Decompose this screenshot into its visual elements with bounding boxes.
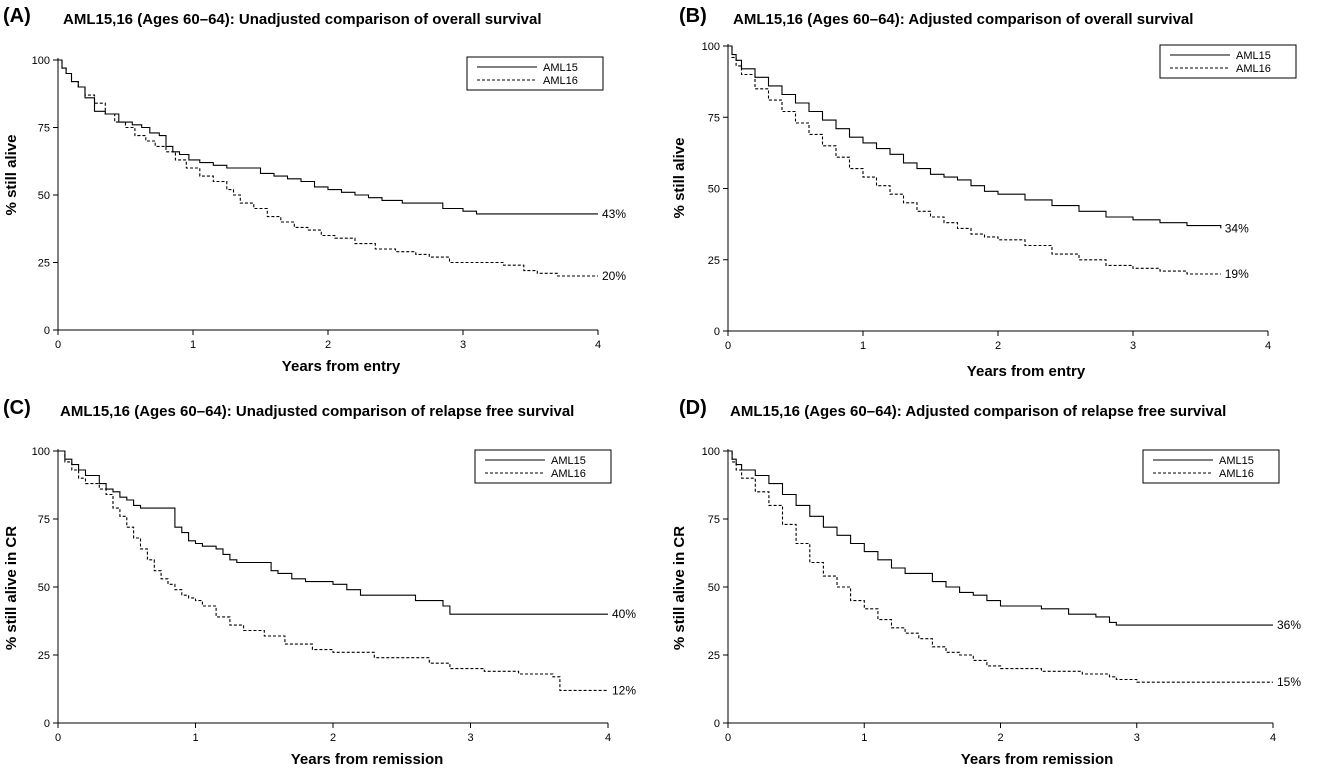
- y-tick-label: 25: [38, 650, 50, 662]
- panel-letter: (B): [679, 5, 707, 27]
- end-value-label: 15%: [1277, 675, 1301, 689]
- panel-letter: (A): [3, 5, 31, 27]
- y-tick-label: 100: [32, 446, 50, 458]
- y-tick-label: 25: [708, 650, 720, 662]
- x-tick-label: 4: [1270, 732, 1276, 744]
- panel-letter: (C): [3, 397, 31, 419]
- y-axis-label: % still alive in CR: [671, 526, 688, 650]
- x-tick-label: 2: [330, 732, 336, 744]
- chart-panel-2: (B) AML15,16 (Ages 60–64): Adjusted compa…: [671, 5, 1297, 380]
- x-tick-label: 0: [55, 339, 61, 351]
- y-tick-label: 50: [38, 190, 50, 202]
- legend-entry: AML15: [1219, 455, 1254, 467]
- series-line-aml16: [58, 450, 608, 691]
- y-axis-label: % still alive: [3, 135, 20, 216]
- legend-entry: AML16: [543, 75, 578, 87]
- x-tick-label: 0: [725, 340, 731, 352]
- y-tick-label: 0: [44, 325, 50, 337]
- legend-entry: AML15: [1236, 50, 1271, 62]
- y-tick-label: 100: [702, 446, 720, 458]
- series-line-aml15: [728, 450, 1273, 626]
- y-tick-label: 75: [38, 123, 50, 135]
- legend-entry: AML16: [1219, 468, 1254, 480]
- y-tick-label: 0: [44, 718, 50, 730]
- series-line-aml16: [728, 450, 1273, 683]
- x-axis-label: Years from entry: [967, 363, 1086, 380]
- end-value-label: 19%: [1225, 267, 1249, 281]
- end-value-label: 40%: [612, 607, 636, 621]
- series-line-aml15: [58, 450, 608, 615]
- x-tick-label: 3: [460, 339, 466, 351]
- y-tick-label: 50: [708, 582, 720, 594]
- chart-panel-3: (C) AML15,16 (Ages 60–64): Unadjusted com…: [3, 397, 636, 768]
- legend-entry: AML16: [551, 468, 586, 480]
- x-tick-label: 4: [605, 732, 611, 744]
- legend-entry: AML15: [551, 455, 586, 467]
- y-tick-label: 75: [708, 514, 720, 526]
- legend-box: [1142, 449, 1280, 484]
- chart-title: AML15,16 (Ages 60–64): Adjusted comparis…: [730, 403, 1226, 420]
- y-axis-label: % still alive: [671, 138, 688, 219]
- y-tick-label: 50: [708, 184, 720, 196]
- x-tick-label: 4: [595, 339, 601, 351]
- y-axis-label: % still alive in CR: [3, 526, 20, 650]
- y-tick-label: 25: [708, 255, 720, 267]
- y-tick-label: 25: [38, 258, 50, 270]
- legend-box: [1159, 44, 1297, 79]
- y-tick-label: 100: [702, 41, 720, 53]
- y-tick-label: 75: [708, 112, 720, 124]
- x-axis-label: Years from remission: [291, 751, 444, 768]
- series-line-aml15: [58, 59, 598, 215]
- series-line-aml15: [728, 45, 1222, 229]
- chart-title: AML15,16 (Ages 60–64): Unadjusted compar…: [60, 403, 574, 420]
- series-line-aml16: [728, 45, 1221, 275]
- y-tick-label: 0: [714, 326, 720, 338]
- x-axis-label: Years from entry: [282, 358, 401, 375]
- end-value-label: 36%: [1277, 618, 1301, 632]
- x-tick-label: 1: [190, 339, 196, 351]
- end-value-label: 20%: [602, 269, 626, 283]
- end-value-label: 12%: [612, 683, 636, 697]
- legend-box: [474, 449, 612, 484]
- end-value-label: 43%: [602, 207, 626, 221]
- x-tick-label: 4: [1265, 340, 1271, 352]
- x-tick-label: 1: [192, 732, 198, 744]
- chart-panel-4: (D) AML15,16 (Ages 60–64): Adjusted compa…: [671, 397, 1301, 768]
- y-tick-label: 0: [714, 718, 720, 730]
- x-tick-label: 1: [861, 732, 867, 744]
- y-tick-label: 50: [38, 582, 50, 594]
- series-line-aml16: [58, 59, 598, 277]
- end-value-label: 34%: [1225, 221, 1249, 235]
- x-tick-label: 2: [325, 339, 331, 351]
- x-tick-label: 0: [725, 732, 731, 744]
- chart-title: AML15,16 (Ages 60–64): Adjusted comparis…: [733, 11, 1193, 28]
- x-tick-label: 3: [1130, 340, 1136, 352]
- legend-box: [466, 56, 604, 91]
- y-tick-label: 100: [32, 55, 50, 67]
- x-axis-label: Years from remission: [961, 751, 1114, 768]
- y-tick-label: 75: [38, 514, 50, 526]
- x-tick-label: 1: [860, 340, 866, 352]
- x-tick-label: 2: [997, 732, 1003, 744]
- legend-entry: AML15: [543, 62, 578, 74]
- x-tick-label: 3: [1134, 732, 1140, 744]
- chart-panel-1: (A) AML15,16 (Ages 60–64): Unadjusted com…: [3, 5, 626, 375]
- x-tick-label: 3: [467, 732, 473, 744]
- panel-letter: (D): [679, 397, 707, 419]
- chart-title: AML15,16 (Ages 60–64): Unadjusted compar…: [63, 11, 542, 28]
- legend-entry: AML16: [1236, 63, 1271, 75]
- x-tick-label: 0: [55, 732, 61, 744]
- x-tick-label: 2: [995, 340, 1001, 352]
